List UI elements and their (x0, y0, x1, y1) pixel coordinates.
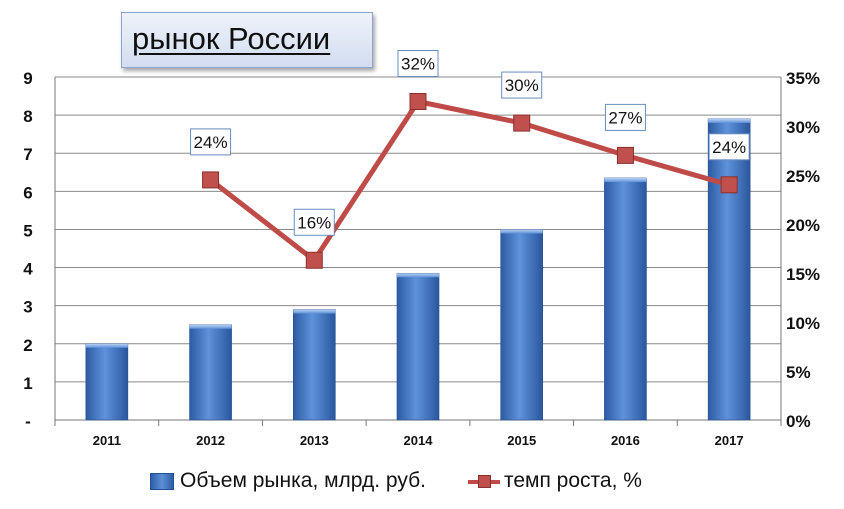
legend-bar-swatch (150, 472, 174, 490)
x-tick-label: 2012 (196, 433, 225, 448)
bar (396, 272, 440, 421)
y-left-tick-label: 3 (23, 298, 32, 317)
data-label-box (604, 103, 646, 131)
data-label: 24% (194, 133, 228, 152)
y-right-tick-label: 0% (786, 412, 811, 431)
data-label: 30% (505, 76, 539, 95)
growth-line (209, 99, 730, 263)
y-right-tick-label: 5% (786, 363, 811, 382)
y-left-tick-label: 4 (23, 260, 33, 279)
bar (85, 343, 129, 421)
y-left-tick-label: 9 (23, 69, 32, 88)
legend-bars-label: Объем рынка, млрд. руб. (180, 469, 426, 492)
line-marker (305, 251, 323, 269)
data-label-box (708, 133, 750, 161)
data-label: 27% (608, 108, 642, 127)
y-left-tick-label: - (25, 412, 31, 431)
y-right-tick-label: 10% (786, 314, 820, 333)
bar-top (604, 177, 647, 182)
line-marker (202, 171, 220, 189)
chart-title: рынок России (132, 21, 331, 56)
bar-top (397, 273, 439, 278)
y-left-tick-label: 6 (23, 183, 32, 202)
line-marker (409, 93, 427, 110)
bar (292, 309, 336, 421)
title-box: рынок России (121, 12, 373, 68)
y-right-tick-label: 25% (786, 167, 820, 186)
y-left-tick-label: 1 (23, 374, 32, 393)
line-marker (720, 176, 738, 194)
bar (500, 229, 544, 421)
bar-top (85, 343, 128, 348)
y-right-tick-label: 20% (786, 216, 820, 235)
x-tick-label: 2011 (93, 433, 121, 448)
data-label-box (501, 71, 543, 99)
y-right-tick-label: 30% (786, 118, 820, 137)
data-label-box (397, 50, 439, 77)
data-label-box (190, 128, 232, 156)
y-left-tick-label: 2 (23, 336, 32, 355)
legend-item-line: темп роста, % (426, 469, 642, 493)
x-tick-label: 2013 (300, 433, 329, 448)
line-marker (616, 146, 634, 164)
x-tick-label: 2016 (611, 433, 640, 448)
data-label: 16% (297, 213, 331, 232)
line-marker (513, 114, 531, 132)
bar-top (708, 118, 751, 123)
x-tick-label: 2017 (715, 433, 744, 448)
data-label-box (293, 208, 335, 236)
legend-line-swatch (467, 474, 500, 489)
bar-top (189, 324, 232, 329)
y-left-tick-label: 5 (23, 221, 32, 240)
x-tick-label: 2014 (404, 433, 434, 448)
bar (604, 177, 647, 421)
x-tick-label: 2015 (507, 433, 536, 448)
y-right-tick-label: 35% (786, 69, 820, 88)
bar-top (293, 309, 336, 314)
data-label: 32% (401, 55, 435, 74)
y-left-tick-label: 8 (23, 107, 32, 126)
y-left-tick-label: 7 (23, 145, 32, 164)
legend-line-label: темп роста, % (503, 469, 642, 492)
data-label: 24% (712, 138, 746, 157)
bar-top (500, 229, 543, 234)
bar (189, 324, 232, 421)
legend-item-bars: Объем рынка, млрд. руб. (150, 469, 426, 493)
legend: Объем рынка, млрд. руб. темп роста, % (150, 466, 642, 496)
y-right-tick-label: 15% (786, 265, 820, 284)
bar (707, 118, 751, 421)
